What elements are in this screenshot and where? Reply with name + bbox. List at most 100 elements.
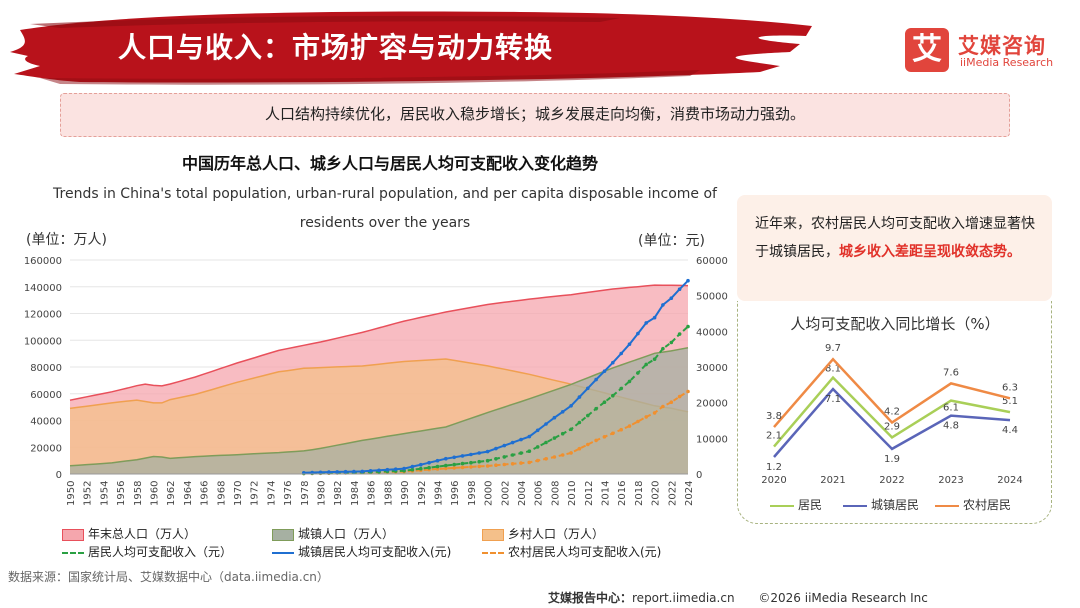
footer-copyright: ©2026 iiMedia Research Inc: [758, 591, 928, 605]
series-urban-income-point: [494, 446, 498, 451]
series-rural-income-point: [577, 446, 582, 451]
series-resident-income-point: [410, 467, 415, 472]
y-right-tick-label: 40000: [696, 327, 728, 338]
y-left-tick-label: 160000: [24, 256, 62, 267]
series-urban-income-point: [510, 440, 515, 445]
small-series-urban-data-label: 7.1: [825, 394, 841, 405]
series-urban-income-point: [594, 377, 598, 382]
small-series-urban-line: [773, 387, 1011, 458]
x-tick-label: 1974: [266, 481, 277, 506]
x-tick-label: 1968: [216, 481, 227, 506]
insight-note: 近年来，农村居民人均可支配收入增速显著快于城镇居民，城乡收入差距呈现收敛态势。: [755, 210, 1040, 266]
legend-label-resident-income: 居民人均可支配收入（元）: [88, 545, 233, 559]
small-series-resident-data-label: 8.1: [825, 364, 841, 375]
brand-logo-mark: 艾: [905, 28, 949, 72]
x-tick-label: 1952: [83, 481, 94, 506]
insight-note-highlight: 城乡收入差距呈现收敛态势。: [839, 244, 1021, 260]
x-tick-label: 1956: [116, 481, 127, 506]
series-resident-income-point: [669, 340, 674, 345]
y-left-tick-label: 80000: [30, 363, 62, 374]
y-left-tick-label: 60000: [30, 390, 62, 401]
small-legend-rural: 农村居民: [935, 496, 1011, 513]
series-urban-income-point: [652, 315, 657, 320]
legend-swatch-rural-income: [482, 551, 504, 554]
small-series-rural-data-label: 4.2: [884, 406, 900, 417]
brand-logo-cn: 艾媒咨询: [958, 34, 1046, 58]
x-tick-label: 1972: [250, 481, 261, 506]
series-urban-income-point: [627, 342, 632, 346]
series-urban-income-point: [552, 415, 557, 420]
x-tick-label: 2022: [667, 481, 678, 506]
series-resident-income-point: [677, 332, 682, 336]
series-rural-income-point: [661, 404, 665, 409]
series-urban-income-point: [444, 456, 448, 461]
small-x-tick-label: 2020: [761, 475, 786, 486]
y-left-tick-label: 0: [56, 470, 62, 481]
small-legend-label-urban: 城镇居民: [871, 498, 920, 512]
series-resident-income-point: [627, 379, 632, 384]
series-rural-income-point: [485, 464, 490, 468]
chart-title: 中国历年总人口、城乡人口与居民人均可支配收入变化趋势: [181, 154, 598, 173]
series-rural-income-point: [611, 431, 615, 436]
y-left-tick-label: 20000: [30, 443, 62, 454]
series-rural-income-point: [502, 462, 507, 467]
series-rural-income-point: [527, 460, 532, 465]
series-urban-income-point: [460, 454, 465, 458]
x-tick-label: 2018: [634, 481, 645, 506]
series-resident-income-point: [619, 386, 623, 391]
x-tick-label: 1954: [99, 481, 110, 506]
series-rural-income-point: [535, 458, 540, 463]
small-series-rural-data-label: 9.7: [825, 343, 841, 354]
chart-subtitle: Trends in China's total population, urba…: [53, 186, 717, 231]
footer-label: 艾媒报告中心：: [548, 591, 633, 605]
series-urban-income-point: [318, 470, 323, 475]
x-tick-label: 1962: [166, 481, 177, 506]
x-tick-label: 2010: [567, 481, 578, 506]
series-resident-income-point: [577, 420, 582, 425]
x-tick-label: 2024: [684, 481, 695, 506]
legend-urban-income: 城镇居民人均可支配收入(元): [272, 543, 451, 560]
series-urban-income-point: [535, 428, 540, 433]
small-legend-label-resident: 居民: [798, 498, 823, 512]
series-urban-income-point: [419, 462, 423, 467]
series-urban-income-point: [669, 296, 674, 300]
y-left-axis-label: (单位：万人): [26, 232, 107, 248]
small-x-tick-label: 2024: [997, 475, 1022, 486]
series-resident-income-point: [594, 406, 598, 411]
series-urban-income-point: [527, 434, 532, 439]
series-resident-income-point: [419, 466, 423, 471]
series-rural-income-point: [636, 419, 640, 424]
series-rural-income-point: [519, 461, 523, 465]
series-urban-income-point: [644, 321, 648, 325]
series-urban-income-point: [485, 449, 490, 454]
series-rural-income-point: [686, 389, 690, 394]
small-series-resident-line: [773, 375, 1011, 448]
y-left-tick-label: 40000: [30, 417, 62, 428]
small-series-rural-line: [773, 357, 1011, 428]
series-rural-income-point: [627, 424, 632, 428]
y-right-axis-label: (单位：元): [638, 233, 705, 249]
series-urban-income-point: [368, 469, 373, 473]
y-right-tick-label: 50000: [696, 292, 728, 303]
legend-label-urban-income: 城镇居民人均可支配收入(元): [298, 545, 452, 559]
x-tick-label: 1978: [300, 481, 311, 506]
x-tick-label: 2020: [651, 481, 662, 506]
small-series-rural-data-label: 6.3: [1002, 382, 1018, 393]
x-tick-label: 1966: [200, 481, 211, 506]
series-urban-income-point: [377, 468, 381, 473]
legend-urban-pop: 城镇人口（万人）: [272, 525, 394, 542]
x-tick-label: 1960: [150, 481, 161, 506]
y-right-tick-label: 30000: [696, 363, 728, 374]
series-urban-income-point: [586, 386, 590, 391]
series-resident-income-point: [527, 449, 532, 453]
series-resident-income-point: [686, 324, 690, 329]
series-urban-income-point: [435, 458, 440, 463]
x-tick-label: 1986: [367, 481, 378, 506]
series-rural-income-point: [544, 457, 548, 461]
insight-note-box: [737, 195, 1052, 301]
small-series-resident-data-label: 6.1: [943, 403, 959, 414]
series-rural-income-point: [560, 453, 565, 457]
series-urban-income-point: [427, 460, 431, 465]
footer-url[interactable]: report.iimedia.cn: [632, 591, 735, 605]
series-resident-income-point: [552, 436, 557, 440]
